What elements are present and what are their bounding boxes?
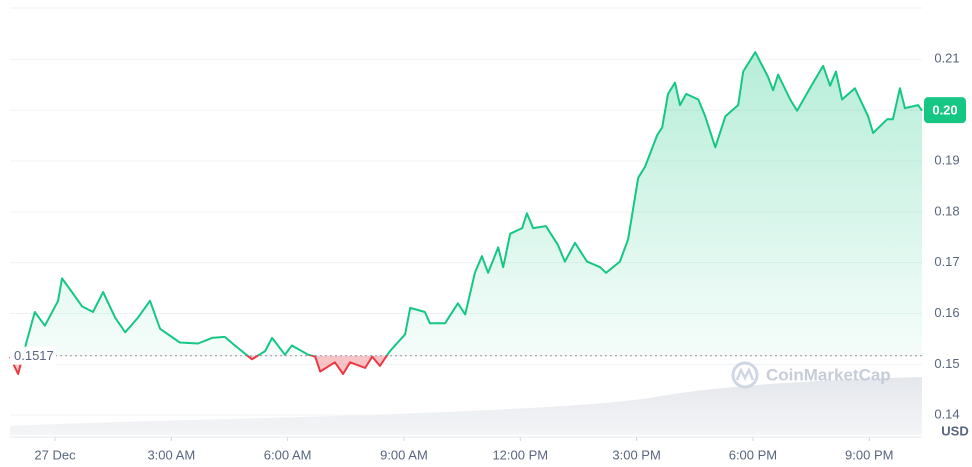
- x-tick-label: 3:00 PM: [612, 447, 660, 462]
- x-tick-label: 9:00 PM: [845, 447, 893, 462]
- currency-label: USD: [941, 423, 968, 438]
- y-tick-label: 0.19: [934, 152, 959, 167]
- y-tick-label: 0.16: [934, 305, 959, 320]
- x-tick-label: 6:00 PM: [729, 447, 777, 462]
- baseline-label: 0.1517: [14, 348, 54, 363]
- y-tick-label: 0.14: [934, 407, 959, 422]
- volume-area: [10, 377, 922, 435]
- x-tick-label: 9:00 AM: [380, 447, 428, 462]
- y-tick-label: 0.17: [934, 254, 959, 269]
- current-price-label: 0.20: [932, 103, 957, 118]
- x-tick-label: 27 Dec: [34, 447, 76, 462]
- x-tick-label: 12:00 PM: [492, 447, 548, 462]
- y-tick-label: 0.18: [934, 203, 959, 218]
- x-tick-label: 6:00 AM: [264, 447, 312, 462]
- y-tick-label: 0.15: [934, 356, 959, 371]
- price-line: [9, 51, 923, 375]
- y-tick-label: 0.21: [934, 51, 959, 66]
- watermark: CoinMarketCap: [731, 361, 891, 389]
- baseline-label-bg: [10, 346, 56, 365]
- current-price-box: [924, 97, 966, 124]
- area-fill: [10, 52, 922, 374]
- watermark-text: CoinMarketCap: [766, 365, 891, 384]
- x-tick-label: 3:00 AM: [147, 447, 195, 462]
